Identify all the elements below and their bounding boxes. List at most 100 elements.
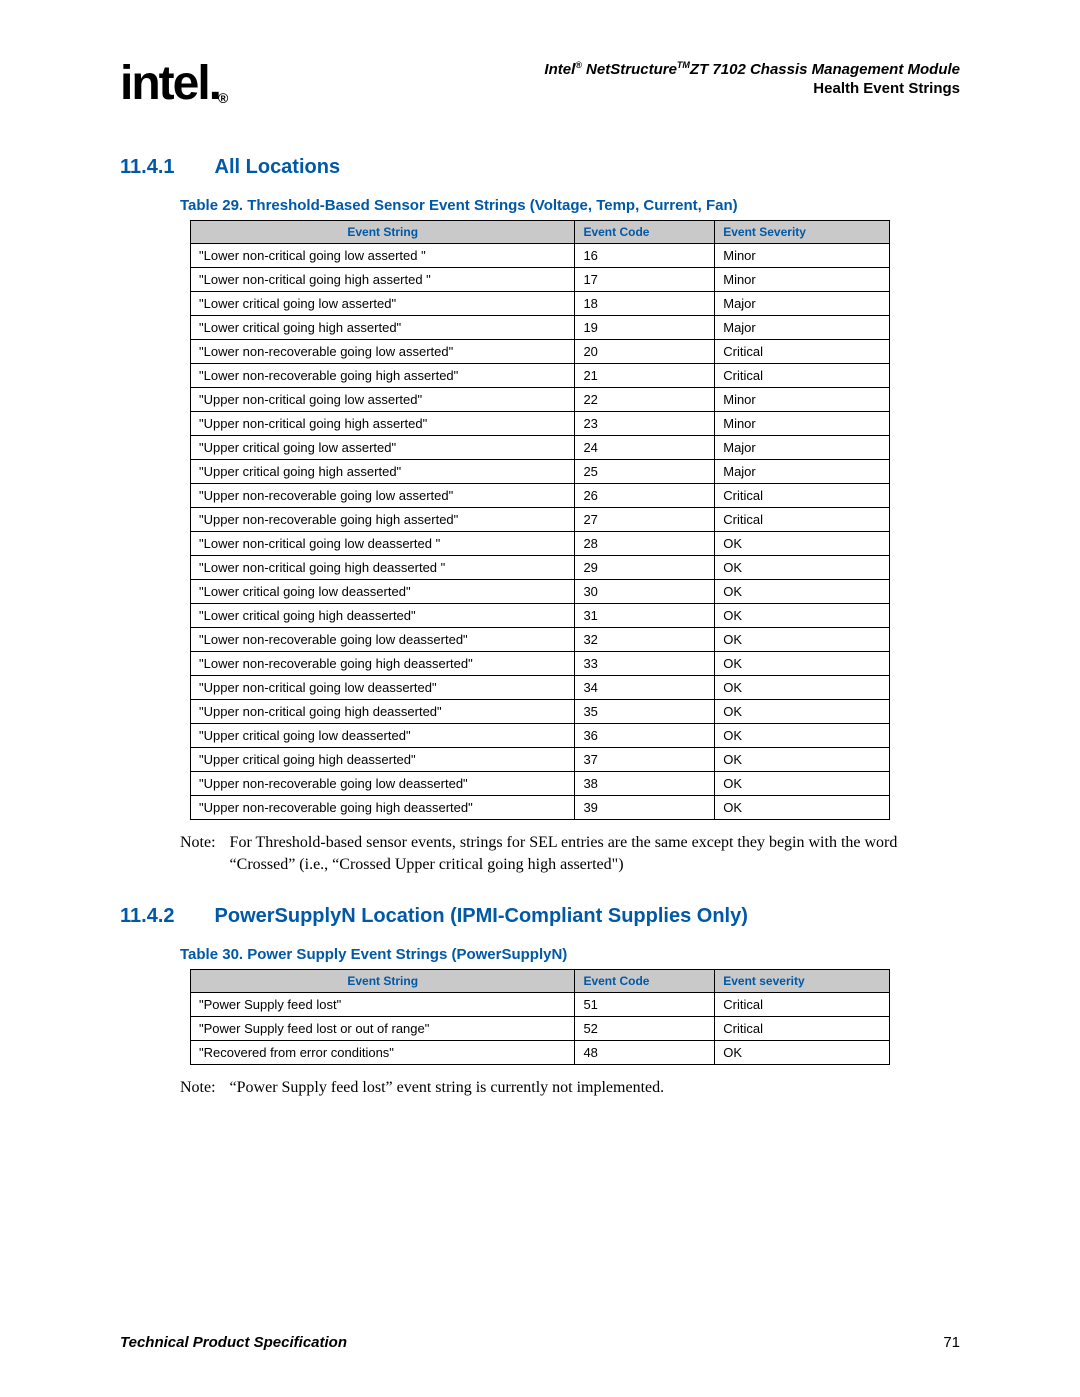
- table-cell: 37: [575, 748, 715, 772]
- table-cell: 30: [575, 580, 715, 604]
- table-cell: 28: [575, 532, 715, 556]
- logo-registered: ®: [218, 90, 226, 106]
- table-cell: "Lower non-critical going low asserted ": [191, 244, 575, 268]
- table-cell: "Lower critical going low deasserted": [191, 580, 575, 604]
- section-heading-1141: 11.4.1 All Locations: [120, 156, 960, 179]
- table-row: "Upper non-critical going high asserted"…: [191, 412, 890, 436]
- table-row: "Lower non-critical going high deasserte…: [191, 556, 890, 580]
- table-row: "Lower non-critical going high asserted …: [191, 268, 890, 292]
- table-cell: Minor: [715, 268, 890, 292]
- table-cell: OK: [715, 748, 890, 772]
- table-cell: "Power Supply feed lost or out of range": [191, 1017, 575, 1041]
- table-cell: OK: [715, 556, 890, 580]
- table-row: "Lower non-recoverable going high assert…: [191, 364, 890, 388]
- table-row: "Upper non-critical going low asserted"2…: [191, 388, 890, 412]
- table-cell: 24: [575, 436, 715, 460]
- table-cell: "Lower non-critical going high asserted …: [191, 268, 575, 292]
- table-cell: "Upper non-recoverable going low deasser…: [191, 772, 575, 796]
- table-cell: "Lower non-recoverable going high assert…: [191, 364, 575, 388]
- table-row: "Upper non-recoverable going low asserte…: [191, 484, 890, 508]
- table-29: Event String Event Code Event Severity "…: [190, 220, 890, 820]
- table-cell: 18: [575, 292, 715, 316]
- table-header-row: Event String Event Code Event Severity: [191, 221, 890, 244]
- table-cell: 20: [575, 340, 715, 364]
- table-cell: 23: [575, 412, 715, 436]
- table-cell: "Upper non-critical going high deasserte…: [191, 700, 575, 724]
- col-event-string: Event String: [191, 970, 575, 993]
- table-row: "Lower non-critical going low deasserted…: [191, 532, 890, 556]
- table-cell: "Upper critical going high asserted": [191, 460, 575, 484]
- table-cell: OK: [715, 772, 890, 796]
- section-number: 11.4.1: [120, 156, 175, 179]
- page: intel.® Intel® NetStructureTMZT 7102 Cha…: [0, 0, 1080, 1397]
- table-cell: "Lower non-critical going low deasserted…: [191, 532, 575, 556]
- table-cell: Critical: [715, 340, 890, 364]
- note-text: “Power Supply feed lost” event string is…: [230, 1077, 665, 1099]
- col-event-severity: Event severity: [715, 970, 890, 993]
- document-title-line2: Health Event Strings: [544, 80, 960, 97]
- table-cell: Minor: [715, 388, 890, 412]
- table-row: "Lower non-recoverable going low asserte…: [191, 340, 890, 364]
- table-row: "Upper non-recoverable going low deasser…: [191, 772, 890, 796]
- section-heading-1142: 11.4.2 PowerSupplyN Location (IPMI-Compl…: [120, 905, 960, 928]
- table-cell: Critical: [715, 1017, 890, 1041]
- page-header: intel.® Intel® NetStructureTMZT 7102 Cha…: [120, 60, 960, 108]
- document-title-block: Intel® NetStructureTMZT 7102 Chassis Man…: [544, 60, 960, 97]
- table-cell: "Lower critical going low asserted": [191, 292, 575, 316]
- table-cell: Major: [715, 460, 890, 484]
- document-title-line1: Intel® NetStructureTMZT 7102 Chassis Man…: [544, 60, 960, 78]
- footer-doc-name: Technical Product Specification: [120, 1334, 347, 1351]
- table-row: "Lower critical going low deasserted"30O…: [191, 580, 890, 604]
- table-cell: 27: [575, 508, 715, 532]
- note-text: For Threshold-based sensor events, strin…: [230, 832, 920, 875]
- table-cell: 26: [575, 484, 715, 508]
- table-row: "Upper critical going high deasserted"37…: [191, 748, 890, 772]
- table-cell: OK: [715, 1041, 890, 1065]
- table-cell: 35: [575, 700, 715, 724]
- table-cell: Critical: [715, 364, 890, 388]
- table-cell: "Upper non-recoverable going low asserte…: [191, 484, 575, 508]
- table-cell: OK: [715, 676, 890, 700]
- table-cell: 39: [575, 796, 715, 820]
- table-cell: "Lower critical going high asserted": [191, 316, 575, 340]
- table-cell: "Upper non-critical going low deasserted…: [191, 676, 575, 700]
- table-cell: "Lower non-critical going high deasserte…: [191, 556, 575, 580]
- table-30-caption: Table 30. Power Supply Event Strings (Po…: [180, 946, 960, 963]
- footer-page-number: 71: [943, 1334, 960, 1351]
- table-cell: OK: [715, 580, 890, 604]
- table-row: "Lower critical going high asserted"19Ma…: [191, 316, 890, 340]
- table-cell: "Lower non-recoverable going low asserte…: [191, 340, 575, 364]
- table-cell: 32: [575, 628, 715, 652]
- table-cell: OK: [715, 604, 890, 628]
- table-row: "Upper non-critical going low deasserted…: [191, 676, 890, 700]
- col-event-code: Event Code: [575, 221, 715, 244]
- table-cell: "Upper critical going high deasserted": [191, 748, 575, 772]
- table-cell: Minor: [715, 244, 890, 268]
- table-row: "Recovered from error conditions"48OK: [191, 1041, 890, 1065]
- table-cell: "Upper non-recoverable going high deasse…: [191, 796, 575, 820]
- table-29-note: Note: For Threshold-based sensor events,…: [180, 832, 920, 875]
- table-cell: 33: [575, 652, 715, 676]
- note-label: Note:: [180, 832, 216, 875]
- col-event-severity: Event Severity: [715, 221, 890, 244]
- table-cell: 16: [575, 244, 715, 268]
- table-cell: Major: [715, 292, 890, 316]
- table-row: "Power Supply feed lost or out of range"…: [191, 1017, 890, 1041]
- table-cell: 21: [575, 364, 715, 388]
- table-cell: 31: [575, 604, 715, 628]
- logo-text: intel: [120, 57, 209, 110]
- table-row: "Lower critical going high deasserted"31…: [191, 604, 890, 628]
- table-cell: "Upper non-critical going high asserted": [191, 412, 575, 436]
- table-cell: 22: [575, 388, 715, 412]
- section-number: 11.4.2: [120, 905, 175, 928]
- table-cell: "Upper critical going low asserted": [191, 436, 575, 460]
- table-cell: "Power Supply feed lost": [191, 993, 575, 1017]
- table-cell: 48: [575, 1041, 715, 1065]
- table-cell: 17: [575, 268, 715, 292]
- table-cell: "Recovered from error conditions": [191, 1041, 575, 1065]
- table-row: "Lower critical going low asserted"18Maj…: [191, 292, 890, 316]
- table-cell: Major: [715, 436, 890, 460]
- table-row: "Power Supply feed lost"51Critical: [191, 993, 890, 1017]
- table-cell: Critical: [715, 484, 890, 508]
- table-row: "Lower non-critical going low asserted "…: [191, 244, 890, 268]
